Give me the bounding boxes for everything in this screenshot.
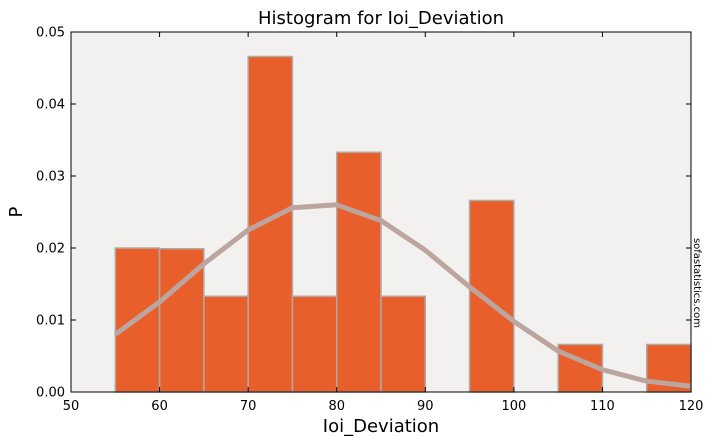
- labels-group: Histogram for Ioi_Deviation Ioi_Deviatio…: [6, 8, 702, 437]
- x-tick-label: 60: [151, 399, 168, 414]
- x-tick-label: 120: [679, 399, 704, 414]
- ticks-group: 50 60 70 80 90 100 110 120 0.00 0.01 0.02 0.03 0.04 0…: [36, 26, 703, 415]
- x-tick-label: 50: [63, 399, 80, 414]
- histogram-bar: [380, 295, 427, 393]
- y-tick-label: 0.02: [36, 242, 65, 257]
- chart-title: Histogram for Ioi_Deviation: [258, 8, 504, 29]
- histogram-bar: [203, 295, 249, 393]
- normal-curve-group: [113, 202, 692, 389]
- x-tick-label: 100: [501, 399, 526, 414]
- histogram-bar: [335, 151, 382, 393]
- y-tick-label: 0.01: [36, 314, 65, 329]
- y-tick-label: 0.05: [36, 26, 65, 41]
- y-axis-label: P: [6, 206, 27, 217]
- x-tick-label: 80: [328, 399, 345, 414]
- plot-frame: [70, 31, 692, 393]
- y-tick-label: 0.00: [36, 386, 65, 401]
- normal-curve-line: [113, 202, 692, 389]
- histogram-bar: [291, 295, 338, 393]
- x-tick-label: 70: [240, 399, 257, 414]
- y-tick-label: 0.03: [36, 170, 65, 185]
- watermark-text: sofastatistics.com: [691, 238, 702, 328]
- x-axis-label: Ioi_Deviation: [323, 416, 439, 437]
- x-tick-label: 90: [417, 399, 434, 414]
- x-tick-label: 110: [590, 399, 615, 414]
- y-tick-label: 0.04: [36, 98, 65, 113]
- histogram-bar: [468, 199, 515, 393]
